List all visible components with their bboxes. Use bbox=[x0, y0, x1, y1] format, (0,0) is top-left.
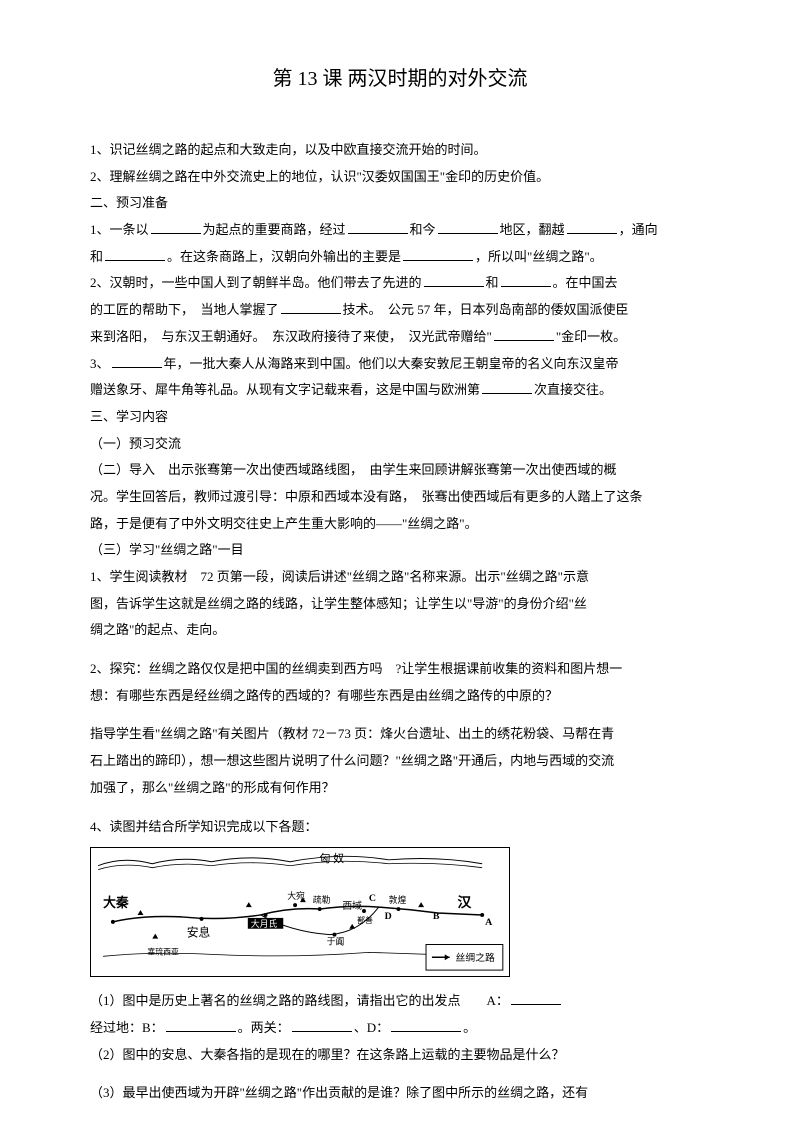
text-segment: 年，一批大秦人从海路来到中国。他们以大秦安敦尼王朝皇帝的名义向东汉皇帝 bbox=[164, 356, 619, 371]
blank-fill[interactable] bbox=[424, 273, 484, 287]
line-15: 路，于是便有了中外文明交往史上产生重大影响的——"丝绸之路"。 bbox=[90, 512, 710, 537]
blank-fill[interactable] bbox=[112, 354, 162, 368]
line-27: 经过地：B： 。两关： 、D： 。 bbox=[90, 1016, 710, 1041]
city-shule bbox=[318, 907, 322, 911]
line-28: （2）图中的安息、大秦各指的是现在的哪里？在这条路上运载的主要物品是什么？ bbox=[90, 1043, 710, 1068]
map-marker-d: D bbox=[385, 911, 392, 922]
line-24: 加强了，那么"丝绸之路"的形成有何作用？ bbox=[90, 776, 710, 801]
blank-fill[interactable] bbox=[166, 1018, 236, 1032]
city-dayuezhi bbox=[264, 913, 268, 917]
text-segment: 次直接交往。 bbox=[534, 382, 612, 397]
line-29: （3）最早出使西域为开辟"丝绸之路"作出贡献的是谁？除了图中所示的丝绸之路，还有 bbox=[90, 1081, 710, 1106]
map-label-daqin: 大秦 bbox=[103, 895, 129, 910]
blank-fill[interactable] bbox=[403, 247, 473, 261]
blank-fill[interactable] bbox=[105, 247, 165, 261]
text-segment: ，通向 bbox=[619, 222, 658, 237]
map-label-shanshan: 鄯善 bbox=[357, 915, 373, 925]
line-14: 况。学生回答后，教师过渡引导：中原和西域本没有路， 张骞出使西域后有更多的人踏上… bbox=[90, 485, 710, 510]
line-20: 2、探究：丝绸之路仅仅是把中国的丝绸卖到西方吗 ?让学生根据课前收集的资料和图片… bbox=[90, 657, 710, 682]
line-23: 石上踏出的蹄印），想一想这些图片说明了什么问题？"丝绸之路"开通后，内地与西域的… bbox=[90, 749, 710, 774]
text-segment: "金印一枚。 bbox=[556, 329, 626, 344]
map-label-han: 汉 bbox=[458, 895, 472, 910]
text-segment: 3、 bbox=[90, 356, 110, 371]
blank-fill[interactable] bbox=[391, 1018, 461, 1032]
page-title: 第 13 课 两汉时期的对外交流 bbox=[90, 60, 710, 98]
line-17: 1、学生阅读教材 72 页第一段，阅读后讲述"丝绸之路"名称来源。出示"丝绸之路… bbox=[90, 565, 710, 590]
text-segment: 的工匠的帮助下， 当地人掌握了 bbox=[90, 302, 279, 317]
blank-fill[interactable] bbox=[494, 327, 554, 341]
blank-fill[interactable] bbox=[151, 220, 201, 234]
map-label-anxi: 安息 bbox=[187, 926, 211, 940]
text-segment: 2、汉朝时，一些中国人到了朝鲜半岛。他们带去了先进的 bbox=[90, 275, 422, 290]
line-2: 2、理解丝绸之路在中外交流史上的地位，认识"汉委奴国国王"金印的历史价值。 bbox=[90, 165, 710, 190]
map-label-shule: 疏勒 bbox=[313, 894, 331, 905]
line-18: 图，告诉学生这就是丝绸之路的线路，让学生整体感知；让学生以"导游"的身份介绍"丝 bbox=[90, 592, 710, 617]
text-segment: 。在这条商路上，汉朝向外输出的主要是 bbox=[167, 249, 401, 264]
map-marker-a: A bbox=[485, 917, 493, 928]
blank-fill[interactable] bbox=[501, 273, 551, 287]
line-21: 想：有哪些东西是经丝绸之路传的西域的？有哪些东西是由丝绸之路传的中原的？ bbox=[90, 684, 710, 709]
map-svg: 匈 奴 大秦 安息 大月氏 大月氏 大宛 疏勒 于阗 西域 鄯善 敦煌 汉 塞琉… bbox=[91, 848, 509, 976]
text-segment: 。 bbox=[463, 1020, 476, 1035]
blank-fill[interactable] bbox=[438, 220, 498, 234]
blank-fill[interactable] bbox=[348, 220, 408, 234]
text-segment: 来到洛阳， 与东汉王朝通好。 东汉政府接待了来使， 汉光武帝赠给" bbox=[90, 329, 492, 344]
text-segment: 经过地：B： bbox=[90, 1020, 164, 1035]
text-segment: 。在中国去 bbox=[553, 275, 618, 290]
city-changan bbox=[480, 913, 484, 917]
line-22: 指导学生看"丝绸之路"有关图片（教材 72－73 页：烽火台遗址、出土的绣花粉袋… bbox=[90, 722, 710, 747]
text-segment: 为起点的重要商路，经过 bbox=[203, 222, 346, 237]
map-label-dunhuang: 敦煌 bbox=[389, 894, 407, 905]
line-26: （1）图中是历史上著名的丝绸之路的路线图，请指出它的出发点 A： bbox=[90, 989, 710, 1014]
line-8: 来到洛阳， 与东汉王朝通好。 东汉政府接待了来使， 汉光武帝赠给" "金印一枚。 bbox=[90, 325, 710, 350]
text-segment: 。两关： bbox=[238, 1020, 290, 1035]
city-dawan bbox=[293, 903, 297, 907]
city-shanshan bbox=[362, 909, 366, 913]
text-segment: 1、一条以 bbox=[90, 222, 149, 237]
map-border-top bbox=[98, 857, 482, 866]
line-11: 三、学习内容 bbox=[90, 405, 710, 430]
line-3: 二、预习准备 bbox=[90, 191, 710, 216]
blank-fill[interactable] bbox=[482, 380, 532, 394]
blank-fill[interactable] bbox=[281, 300, 341, 314]
text-segment: 、D： bbox=[354, 1020, 389, 1035]
silk-road-route bbox=[113, 907, 482, 922]
line-6: 2、汉朝时，一些中国人到了朝鲜半岛。他们带去了先进的 和 。在中国去 bbox=[90, 271, 710, 296]
line-12: （一）预习交流 bbox=[90, 432, 710, 457]
line-5: 和 。在这条商路上，汉朝向外输出的主要是 ，所以叫"丝绸之路"。 bbox=[90, 245, 710, 270]
map-marker-c: C bbox=[369, 893, 376, 904]
text-segment: 和 bbox=[90, 249, 103, 264]
line-16: （三）学习"丝绸之路"一目 bbox=[90, 538, 710, 563]
blank-fill[interactable] bbox=[511, 991, 561, 1005]
text-segment: 赠送象牙、犀牛角等礼品。从现有文字记载来看，这是中国与欧洲第 bbox=[90, 382, 480, 397]
silk-road-map: 匈 奴 大秦 安息 大月氏 大月氏 大宛 疏勒 于阗 西域 鄯善 敦煌 汉 塞琉… bbox=[90, 847, 510, 977]
text-segment: ，所以叫"丝绸之路"。 bbox=[475, 249, 603, 264]
city-anxi bbox=[200, 917, 204, 921]
city-dunhuang bbox=[396, 907, 400, 911]
blank-fill[interactable] bbox=[567, 220, 617, 234]
map-marker-b: B bbox=[433, 911, 440, 922]
text-segment: 地区，翻越 bbox=[500, 222, 565, 237]
text-segment: 和今 bbox=[410, 222, 436, 237]
text-segment: 技术。 公元 57 年，日本列岛南部的倭奴国派使臣 bbox=[343, 302, 629, 317]
line-19: 绸之路"的起点、走向。 bbox=[90, 618, 710, 643]
map-label-xiyu: 西域 bbox=[342, 899, 362, 912]
line-10: 赠送象牙、犀牛角等礼品。从现有文字记载来看，这是中国与欧洲第 次直接交往。 bbox=[90, 378, 710, 403]
line-9: 3、 年，一批大秦人从海路来到中国。他们以大秦安敦尼王朝皇帝的名义向东汉皇帝 bbox=[90, 352, 710, 377]
map-label-yutian: 于阗 bbox=[327, 936, 345, 947]
line-25: 4、读图并结合所学知识完成以下各题： bbox=[90, 815, 710, 840]
city-daqin bbox=[111, 920, 115, 924]
map-label-dayuezhi-2: 大月氏 bbox=[251, 918, 278, 929]
line-4: 1、一条以 为起点的重要商路，经过 和今 地区，翻越 ，通向 bbox=[90, 218, 710, 243]
map-label-xiongnu: 匈 奴 bbox=[320, 851, 345, 865]
blank-fill[interactable] bbox=[292, 1018, 352, 1032]
line-1: 1、识记丝绸之路的起点和大致走向，以及中欧直接交流开始的时间。 bbox=[90, 138, 710, 163]
text-segment: 和 bbox=[486, 275, 499, 290]
text-segment: （1）图中是历史上著名的丝绸之路的路线图，请指出它的出发点 A： bbox=[90, 993, 509, 1008]
map-label-sai: 塞琉西亚 bbox=[147, 947, 179, 957]
map-legend-text: 丝绸之路 bbox=[456, 951, 495, 964]
line-7: 的工匠的帮助下， 当地人掌握了 技术。 公元 57 年，日本列岛南部的倭奴国派使臣 bbox=[90, 298, 710, 323]
map-label-dawan: 大宛 bbox=[287, 890, 305, 901]
line-13: （二）导入 出示张骞第一次出使西域路线图， 由学生来回顾讲解张骞第一次出使西域的… bbox=[90, 458, 710, 483]
